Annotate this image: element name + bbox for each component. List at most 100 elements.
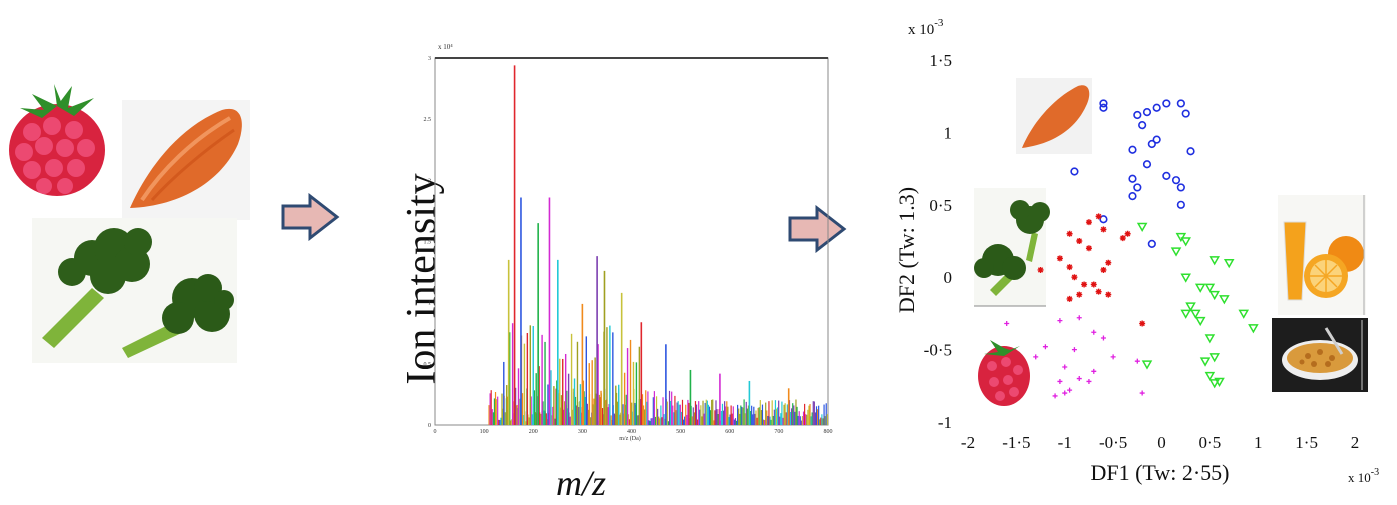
scatter-point (1134, 358, 1140, 364)
spectrum-inner-x-label: m/z (Da) (619, 435, 641, 442)
scatter-point (1141, 360, 1153, 370)
scatter-point (1194, 283, 1206, 293)
scatter-point (1062, 364, 1068, 370)
scatter-point (1076, 238, 1083, 244)
scatter-point (1095, 213, 1102, 220)
scatter-point (1052, 393, 1058, 399)
df2-tick-label: 1 (944, 123, 953, 142)
scatter-point (1081, 281, 1088, 288)
raspberry-inset-image (978, 340, 1030, 406)
scatter-point (1099, 99, 1108, 108)
scatter-point (1071, 347, 1077, 353)
scatter-point (1004, 321, 1010, 327)
scatter-point (1209, 379, 1221, 389)
scatter-point (1042, 344, 1048, 350)
scatter-point (1190, 309, 1201, 319)
spectrum-y-tick: 2 (428, 178, 431, 184)
scatter-point (1076, 291, 1083, 298)
df2-tick-label: -0·5 (924, 341, 952, 360)
scatter-point (1194, 316, 1206, 327)
spectrum-x-tick: 500 (676, 429, 685, 435)
scatter-point (1119, 235, 1126, 242)
df1-tick-label: 0·5 (1199, 433, 1222, 452)
scatter-point (1105, 291, 1112, 298)
scatter-point (1186, 147, 1195, 156)
scatter-point (1181, 109, 1190, 118)
spectrum-x-tick: 700 (774, 429, 783, 435)
scatter-point (1204, 371, 1216, 382)
scatter-point (1176, 99, 1185, 108)
spectrum-x-tick: 0 (434, 429, 437, 435)
spectrum-scale-note: x 10⁴ (438, 43, 453, 51)
scatter-point (1057, 318, 1063, 324)
spectrum-x-tick: 600 (725, 429, 734, 435)
scatter-point (1133, 183, 1142, 192)
scatter-point (1100, 226, 1107, 233)
scatter-point (1185, 302, 1196, 312)
scatter-point (1085, 219, 1092, 226)
scatter-point (1033, 354, 1039, 360)
scatter-point (1162, 99, 1171, 108)
scatter-point (1180, 237, 1191, 247)
scatter-point (1124, 230, 1131, 237)
scatter-point (1209, 256, 1221, 266)
df-scatter-chart: x 10-3 x 10-3 DF2 (Tw: 1.3) DF1 (Tw: 2·5… (894, 17, 1379, 485)
scatter-point (1076, 376, 1082, 382)
spectrum-y-tick: 1 (428, 301, 431, 307)
food-collage (0, 70, 260, 370)
scatter-point (1142, 108, 1152, 117)
spectrum-x-tick: 100 (480, 429, 489, 435)
scatter-point (1138, 121, 1147, 130)
df1-tick-label: -0·5 (1099, 433, 1127, 452)
scatter-point (1152, 135, 1161, 144)
scatter-point (1057, 378, 1063, 384)
raspberry-image (9, 84, 105, 196)
right-arrow-icon (281, 193, 340, 241)
df1-tick-label: -2 (961, 433, 975, 452)
scatter-point (1100, 335, 1106, 341)
scatter-point (1105, 259, 1112, 266)
scatter-point (1076, 315, 1082, 321)
scatter-point (1223, 258, 1235, 269)
scatter-point (1162, 171, 1171, 180)
scatter-point (1171, 176, 1181, 185)
scatter-point (1147, 139, 1156, 149)
scatter-point (1139, 320, 1146, 327)
scatter-point (1128, 145, 1137, 154)
cereal-bowl-inset-image (1272, 318, 1368, 392)
spectrum-y-tick: 3 (428, 56, 431, 62)
scatter-point (1110, 354, 1116, 360)
scatter-point (1062, 390, 1068, 396)
salmon-image (122, 100, 250, 220)
df1-tick-label: 2 (1351, 433, 1360, 452)
scatter-point (1085, 245, 1092, 252)
scatter-point (1128, 192, 1137, 201)
scatter-point (1180, 273, 1191, 283)
scatter-point (1176, 200, 1185, 209)
spectrum-y-tick: 0.5 (424, 362, 432, 368)
spectrum-plot-frame (434, 57, 829, 426)
scatter-point (1142, 160, 1152, 169)
spectrum-y-tick: 2.5 (424, 117, 432, 123)
scatter-point (1095, 288, 1102, 295)
scatter-point (1152, 103, 1161, 112)
scatter-point (1248, 324, 1259, 334)
spectrum-x-tick: 400 (627, 429, 636, 435)
orange-juice-inset-image (1278, 195, 1366, 315)
scatter-point (1067, 387, 1073, 393)
salmon-inset-image (1016, 78, 1092, 154)
scatter-point (1099, 103, 1108, 112)
scatter-point (1070, 167, 1079, 176)
broccoli-image (32, 218, 237, 363)
scatter-point (1100, 266, 1107, 273)
scatter-point (1209, 290, 1221, 301)
scatter-point (1238, 309, 1250, 319)
spectrum-y-tick: 1.5 (424, 240, 432, 246)
scatter-point (1199, 357, 1211, 367)
df-scatter-panel: x 10-3 x 10-3 DF2 (Tw: 1.3) DF1 (Tw: 2·5… (880, 10, 1397, 500)
df1-tick-label: 1 (1254, 433, 1263, 452)
spectrum-x-tick: 300 (578, 429, 587, 435)
scatter-point (1175, 232, 1187, 243)
scatter-point (1066, 295, 1073, 302)
spectrum-x-label: m/z (556, 463, 607, 503)
